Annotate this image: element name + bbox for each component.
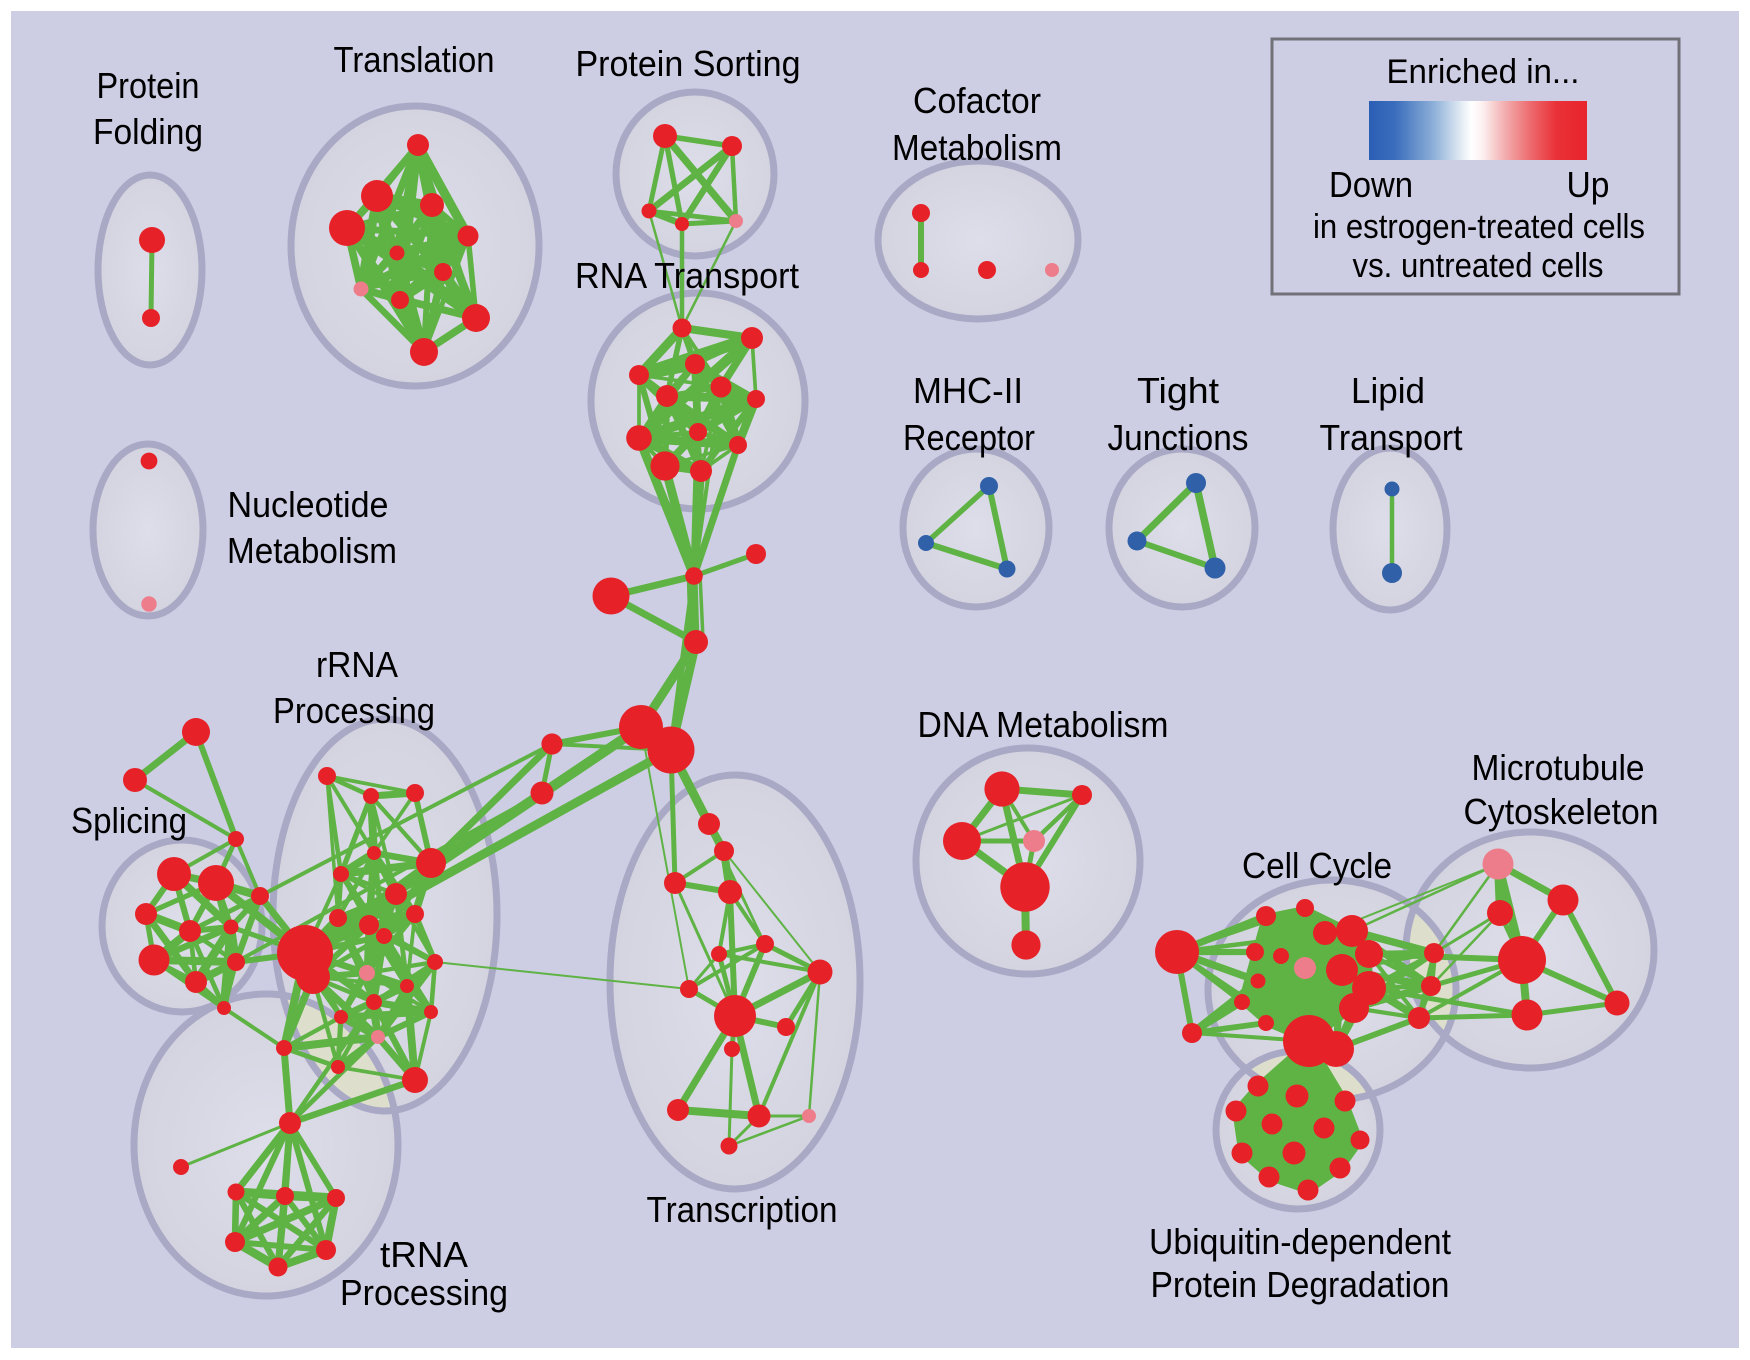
svg-text:tRNA: tRNA: [380, 1234, 468, 1275]
svg-text:RNA Transport: RNA Transport: [575, 255, 799, 296]
svg-text:Protein Sorting: Protein Sorting: [576, 43, 801, 84]
svg-text:Nucleotide: Nucleotide: [228, 484, 389, 525]
svg-text:Folding: Folding: [93, 111, 203, 152]
svg-text:Tight: Tight: [1137, 370, 1219, 411]
svg-text:MHC-II: MHC-II: [913, 370, 1023, 411]
svg-text:Receptor: Receptor: [903, 417, 1035, 458]
svg-text:Enriched in...: Enriched in...: [1387, 53, 1580, 91]
svg-text:Metabolism: Metabolism: [227, 530, 397, 571]
svg-text:Protein Degradation: Protein Degradation: [1151, 1264, 1450, 1305]
svg-text:Processing: Processing: [273, 690, 435, 731]
svg-text:Cytoskeleton: Cytoskeleton: [1464, 791, 1659, 832]
svg-text:Microtubule: Microtubule: [1472, 747, 1645, 788]
svg-text:Cofactor: Cofactor: [913, 80, 1041, 121]
svg-text:Transport: Transport: [1320, 417, 1463, 458]
svg-text:vs. untreated cells: vs. untreated cells: [1353, 247, 1604, 285]
svg-text:Down: Down: [1329, 164, 1413, 205]
svg-text:Translation: Translation: [334, 39, 495, 80]
svg-text:Junctions: Junctions: [1108, 417, 1249, 458]
svg-text:Up: Up: [1567, 164, 1610, 205]
svg-text:Transcription: Transcription: [647, 1189, 838, 1230]
svg-text:Lipid: Lipid: [1351, 370, 1425, 411]
svg-text:in estrogen-treated cells: in estrogen-treated cells: [1313, 208, 1645, 246]
svg-text:rRNA: rRNA: [316, 644, 398, 685]
svg-text:Splicing: Splicing: [71, 800, 187, 841]
svg-text:DNA Metabolism: DNA Metabolism: [918, 704, 1169, 745]
svg-text:Processing: Processing: [340, 1272, 508, 1313]
svg-text:Metabolism: Metabolism: [892, 127, 1062, 168]
svg-text:Ubiquitin-dependent: Ubiquitin-dependent: [1149, 1221, 1451, 1262]
svg-text:Protein: Protein: [97, 65, 200, 106]
svg-text:Cell Cycle: Cell Cycle: [1242, 845, 1392, 886]
